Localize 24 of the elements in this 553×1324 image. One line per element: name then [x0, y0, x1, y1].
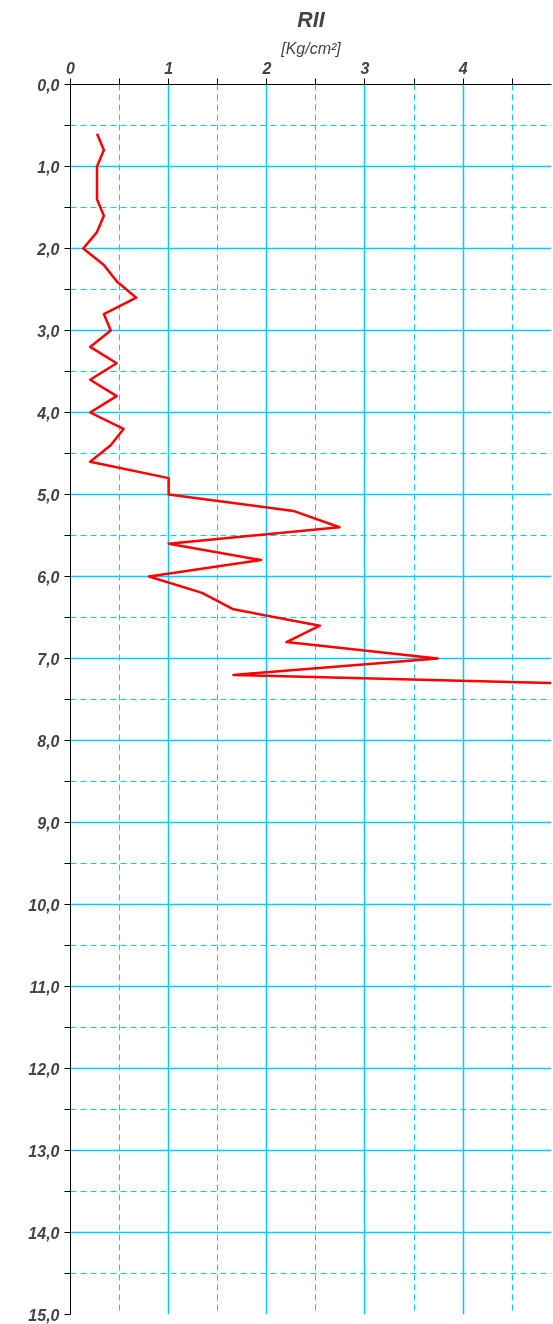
y-tick-label: 11,0 [29, 978, 60, 996]
x-tick-label: 3 [360, 59, 370, 77]
chart-title: RII [297, 7, 326, 32]
y-tick-label: 7,0 [37, 650, 60, 668]
x-tick-label: 0 [66, 59, 76, 77]
y-tick-label: 15,0 [28, 1306, 60, 1324]
y-tick-label: 4,0 [36, 404, 60, 422]
x-tick-label: 4 [457, 59, 468, 77]
y-tick-label: 5,0 [37, 486, 60, 504]
y-tick-label: 2,0 [36, 240, 60, 258]
y-tick-label: 12,0 [28, 1060, 60, 1078]
y-tick-label: 10,0 [28, 896, 60, 914]
y-tick-label: 6,0 [37, 568, 60, 586]
y-tick-label: 1,0 [37, 158, 60, 176]
y-tick-label: 9,0 [37, 814, 60, 832]
line-series [82, 132, 552, 685]
y-tick-label: 14,0 [28, 1224, 60, 1242]
x-tick-label: 1 [164, 59, 174, 77]
y-tick-label: 0,0 [37, 76, 60, 94]
y-tick-label: 3,0 [37, 322, 60, 340]
x-axis-title: [Kg/cm²] [280, 39, 342, 57]
x-tick-label: 2 [261, 59, 272, 77]
y-tick-label: 8,0 [37, 732, 60, 750]
y-tick-label: 13,0 [28, 1142, 60, 1160]
